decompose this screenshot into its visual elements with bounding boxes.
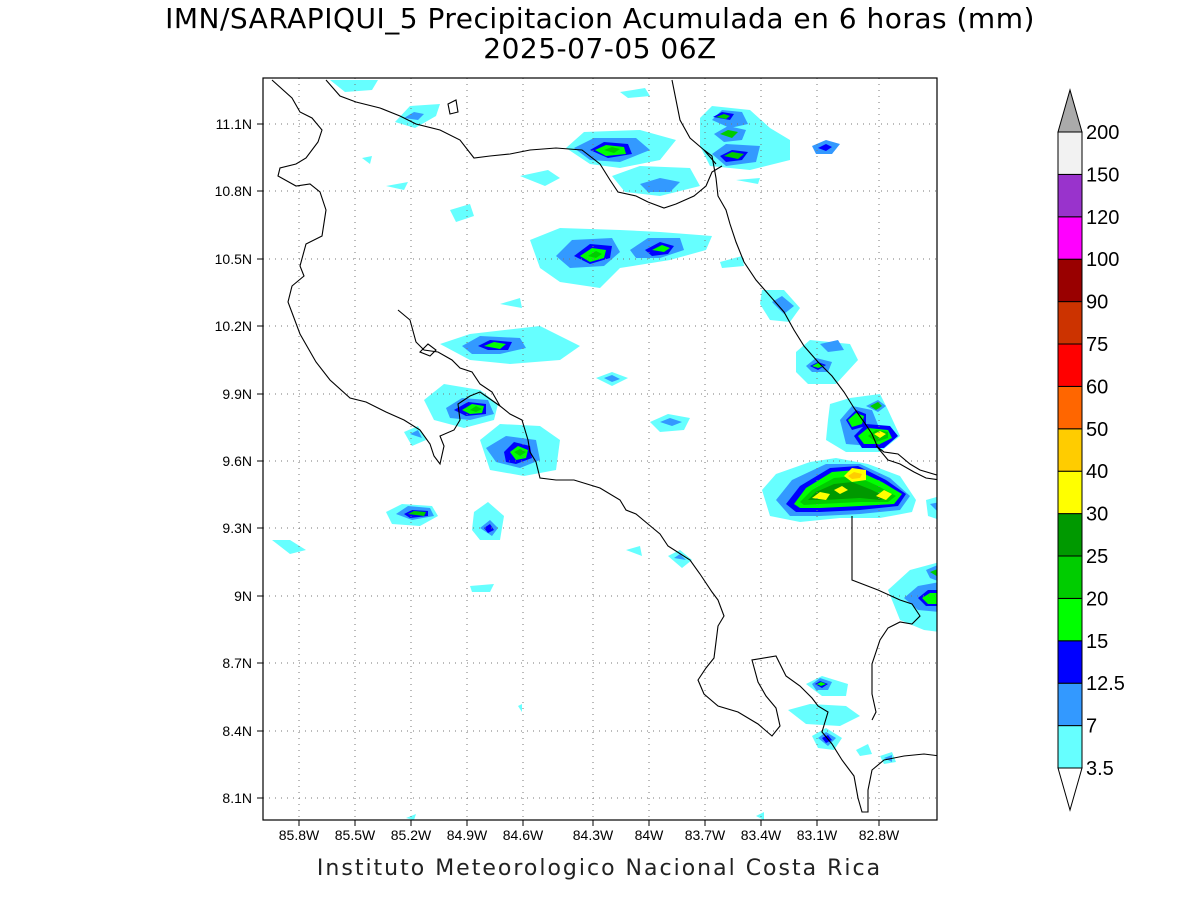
- precip-cell-caribbean-north: [796, 340, 858, 384]
- precip-field: [272, 80, 937, 820]
- colorbar-label: 25: [1086, 546, 1108, 568]
- colorbar-label: 100: [1086, 249, 1119, 271]
- x-tick-label: 84.3W: [573, 827, 614, 843]
- y-tick-label: 9N: [234, 588, 252, 604]
- x-tick-label: 85.5W: [335, 827, 376, 843]
- lake-nicaragua-shore: [325, 79, 723, 209]
- colorbar-box-120: [1057, 173, 1083, 218]
- y-tick-label: 10.5N: [215, 251, 252, 267]
- colorbar-box-15: [1057, 597, 1083, 642]
- coastlines-borders: [271, 79, 937, 813]
- graticule: [263, 78, 937, 820]
- colorbar-label: 15: [1086, 631, 1108, 653]
- y-tick-label: 9.6N: [222, 453, 252, 469]
- x-tick-label: 83.1W: [797, 827, 838, 843]
- colorbar-label: 200: [1086, 122, 1119, 144]
- x-tick-label: 82.8W: [859, 827, 900, 843]
- y-tick-label: 10.8N: [215, 183, 252, 199]
- colorbar-box-30: [1057, 470, 1083, 515]
- colorbar-label: 40: [1086, 461, 1108, 483]
- colorbar-box-20: [1057, 555, 1083, 599]
- colorbar-label: 50: [1086, 419, 1108, 441]
- colorbar-legend: 3.5 7 12.5 15 20 25 30 40 50 60 75 90 100 120 150 200: [1057, 88, 1125, 812]
- colorbar-box-50: [1057, 385, 1083, 430]
- y-tick-label: 8.4N: [222, 723, 252, 739]
- colorbar-box-90: [1057, 258, 1083, 303]
- footer-credit: Instituto Meteorologico Nacional Costa R…: [316, 856, 883, 881]
- colorbar-label: 20: [1086, 588, 1108, 610]
- colorbar-label: 7: [1086, 716, 1097, 738]
- chart-title: IMN/SARAPIQUI_5 Precipitacion Acumulada …: [165, 2, 1035, 35]
- map-plot-area: [263, 78, 937, 820]
- x-tick-label: 85.8W: [279, 827, 320, 843]
- x-tick-label: 85.2W: [391, 827, 432, 843]
- colorbar-label: 150: [1086, 164, 1119, 186]
- x-tick-label: 84.6W: [503, 827, 544, 843]
- colorbar-bottom-arrow: [1057, 767, 1083, 812]
- border-connector: [703, 149, 717, 165]
- colorbar-label: 75: [1086, 334, 1108, 356]
- colorbar-box-12.5: [1057, 640, 1083, 684]
- x-tick-label: 84.9W: [447, 827, 488, 843]
- colorbar-box-40: [1057, 428, 1083, 472]
- colorbar-box-100: [1057, 216, 1083, 260]
- bocas-coast: [875, 445, 937, 476]
- nicoya-island: [419, 343, 437, 357]
- lake-shore-small: [447, 99, 459, 115]
- x-tick-label: 83.7W: [685, 827, 726, 843]
- colorbar-box-150: [1057, 131, 1083, 175]
- colorbar-box-25: [1057, 513, 1083, 557]
- y-tick-label: 9.3N: [222, 520, 252, 536]
- y-tick-label: 8.7N: [222, 655, 252, 671]
- x-tick-label: 84W: [635, 827, 665, 843]
- y-tick-label: 11.1N: [216, 116, 252, 132]
- colorbar-top-arrow: [1057, 88, 1083, 133]
- colorbar-box-3.5: [1057, 725, 1083, 769]
- map-frame: [262, 77, 938, 821]
- colorbar-label: 3.5: [1086, 758, 1114, 780]
- panama-border: [851, 516, 921, 721]
- precip-cell-nicoya: [272, 156, 764, 820]
- y-tick-label: 9.9N: [222, 386, 252, 402]
- precip-cell-north-central: [500, 228, 800, 322]
- colorbar-box-7: [1057, 682, 1083, 727]
- precip-cell-north-coast: [330, 80, 840, 222]
- x-tick-label: 83.4W: [741, 827, 782, 843]
- colorbar-box-60: [1057, 343, 1083, 387]
- chart-subtitle-datetime: 2025-07-05 06Z: [483, 32, 717, 65]
- axis-ticks: [257, 123, 880, 826]
- colorbar-label: 90: [1086, 292, 1108, 314]
- colorbar-label: 30: [1086, 504, 1108, 526]
- nicoya-coast: [397, 309, 501, 407]
- nicaragua-border-north: [271, 79, 937, 813]
- colorbar-label: 12.5: [1086, 673, 1125, 695]
- colorbar-label: 120: [1086, 207, 1119, 229]
- nicaragua-costa-rica-border: [671, 79, 937, 481]
- colorbar-label: 60: [1086, 376, 1108, 398]
- y-tick-label: 8.1N: [222, 790, 252, 806]
- colorbar-box-75: [1057, 301, 1083, 345]
- y-tick-label: 10.2N: [215, 318, 252, 334]
